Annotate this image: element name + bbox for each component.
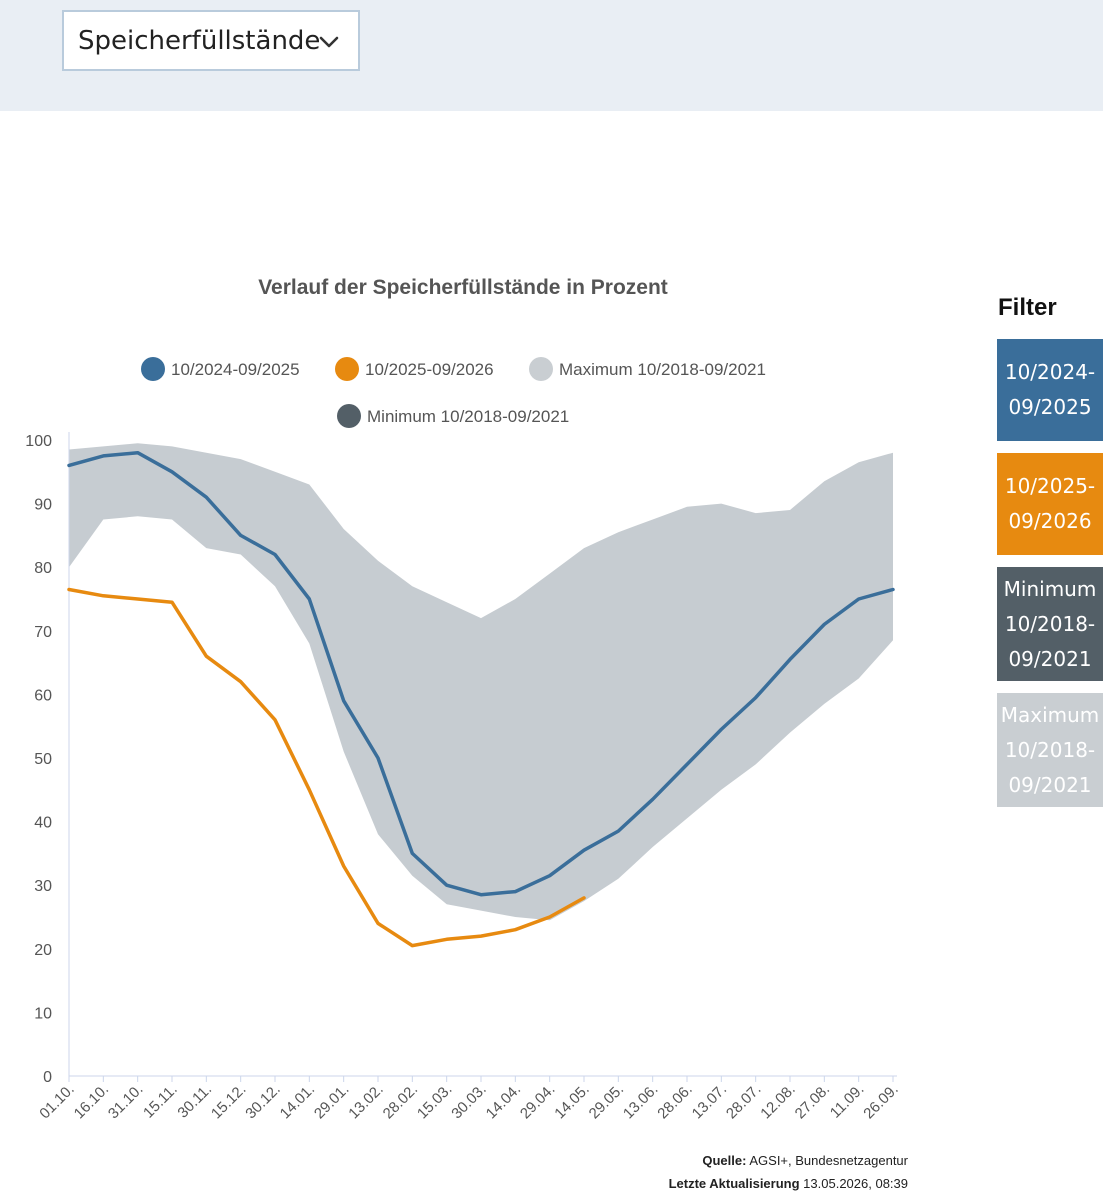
y-tick-label: 100	[25, 433, 52, 450]
x-tick-label: 27.08.	[792, 1081, 834, 1123]
legend-label: Maximum 10/2018-09/2021	[559, 360, 766, 379]
y-tick-label: 40	[34, 815, 52, 832]
filter-button-label-line: 10/2025-	[1004, 474, 1096, 498]
x-tick-label: 14.01.	[277, 1081, 319, 1123]
x-tick-label: 13.02.	[345, 1081, 387, 1123]
source-line: Quelle: AGSI+, Bundesnetzagentur	[702, 1153, 908, 1168]
x-tick-label: 11.09.	[827, 1081, 868, 1122]
x-tick-label: 15.11.	[140, 1081, 181, 1122]
legend-marker	[337, 404, 361, 428]
x-tick-label: 12.08.	[757, 1081, 799, 1123]
source-value: AGSI+, Bundesnetzagentur	[749, 1153, 908, 1168]
y-tick-label: 90	[34, 497, 52, 514]
filter-button-label-line: Minimum	[1003, 576, 1097, 601]
filter-button-label-line: 09/2026	[1008, 509, 1092, 533]
filter-button-label-line: 09/2025	[1008, 395, 1092, 419]
x-tick-label: 29.04.	[517, 1081, 559, 1123]
legend-label: 10/2024-09/2025	[171, 360, 300, 379]
x-tick-label: 13.06.	[620, 1081, 662, 1123]
x-tick-label: 29.05.	[586, 1081, 628, 1123]
x-tick-label: 31.10.	[105, 1081, 147, 1123]
y-tick-label: 10	[34, 1005, 52, 1022]
y-tick-label: 70	[34, 624, 52, 641]
x-tick-label: 14.05.	[551, 1081, 593, 1123]
x-tick-label: 28.02.	[380, 1081, 422, 1123]
x-tick-label: 15.03.	[414, 1081, 456, 1123]
filter-button-4[interactable]: Maximum 10/2018- 09/2021	[997, 693, 1103, 807]
x-tick-label: 14.04.	[483, 1081, 525, 1123]
legend-marker	[335, 357, 359, 381]
series-line-2	[67, 587, 586, 948]
last-update-line: Letzte Aktualisierung 13.05.2026, 08:39	[669, 1176, 908, 1191]
legend-marker	[141, 357, 165, 381]
y-tick-label: 50	[34, 751, 52, 768]
y-tick-label: 80	[34, 560, 52, 577]
x-tick-label: 13.07.	[689, 1081, 731, 1123]
filter-title: Filter	[998, 294, 1057, 321]
y-tick-label: 60	[34, 687, 52, 704]
filter-button-1[interactable]: 10/2024- 09/2025	[997, 339, 1103, 441]
chevron-down-icon	[318, 31, 340, 53]
last-update-label: Letzte Aktualisierung	[668, 1176, 800, 1191]
x-tick-label: 28.06.	[654, 1081, 696, 1123]
x-tick-label: 26.09.	[860, 1081, 902, 1123]
x-tick-label: 28.07.	[723, 1081, 765, 1123]
source-label: Quelle:	[702, 1153, 747, 1168]
filter-button-label-line: 10/2018-	[1004, 611, 1096, 636]
x-tick-label: 30.12.	[242, 1081, 284, 1123]
y-tick-label: 20	[34, 942, 52, 959]
fill-level-chart: Verlauf der Speicherfüllstände in Prozen…	[25, 276, 902, 1123]
filter-button-3[interactable]: Minimum 10/2018- 09/2021	[997, 567, 1103, 681]
x-tick-label: 30.03.	[448, 1081, 490, 1123]
range-band-max-min	[69, 443, 893, 921]
filter-button-2[interactable]: 10/2025- 09/2026	[997, 453, 1103, 555]
chart-title: Verlauf der Speicherfüllstände in Prozen…	[258, 276, 668, 299]
x-tick-label: 01.10.	[36, 1081, 78, 1123]
filter-button-label-line: 09/2021	[1008, 772, 1092, 797]
legend-marker	[529, 357, 553, 381]
x-tick-label: 29.01.	[311, 1081, 353, 1123]
series-line-1	[67, 450, 895, 897]
last-update-value: 13.05.2026, 08:39	[803, 1176, 908, 1191]
filter-button-label-line: 10/2024-	[1004, 360, 1096, 384]
legend-label: 10/2025-09/2026	[365, 360, 494, 379]
x-tick-label: 15.12.	[208, 1081, 250, 1123]
x-tick-label: 30.11.	[174, 1081, 215, 1122]
filter-button-label-line: 09/2021	[1008, 646, 1092, 671]
dropdown-selected-label: Speicherfüllstände	[78, 25, 321, 56]
y-tick-label: 30	[34, 878, 52, 895]
y-tick-label: 0	[43, 1069, 52, 1086]
filter-button-label-line: 10/2018-	[1004, 737, 1096, 762]
filter-button-label-line: Maximum	[1000, 702, 1100, 727]
chart-selector-dropdown[interactable]: Speicherfüllstände	[62, 10, 360, 71]
legend-label: Minimum 10/2018-09/2021	[367, 407, 569, 426]
x-tick-label: 16.10.	[71, 1081, 113, 1123]
